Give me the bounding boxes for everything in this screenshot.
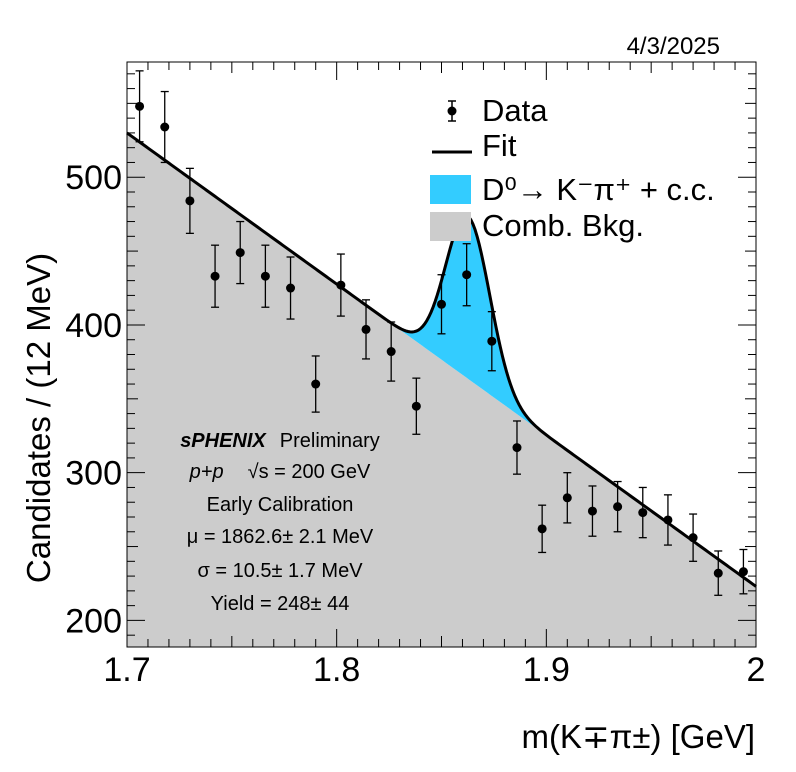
- data-point: [185, 167, 195, 235]
- fit-fill-layer: [127, 132, 756, 647]
- data-marker: [336, 280, 346, 290]
- data-point: [738, 548, 748, 595]
- info-experiment-line: sPHENIX Preliminary: [180, 430, 380, 452]
- data-marker: [185, 196, 195, 206]
- data-marker: [135, 101, 145, 111]
- x-tick-label: 2: [747, 651, 766, 689]
- data-point: [210, 244, 220, 308]
- info-calibration: Early Calibration: [207, 494, 354, 516]
- data-marker: [688, 533, 698, 543]
- y-tick-label: 400: [65, 307, 122, 345]
- data-marker: [411, 401, 421, 411]
- data-marker: [587, 506, 597, 516]
- info-yield: Yield = 248± 44: [211, 593, 350, 615]
- data-point: [361, 299, 371, 360]
- data-marker: [562, 493, 572, 503]
- data-marker: [210, 271, 220, 281]
- date-label: 4/3/2025: [627, 33, 720, 60]
- data-marker: [361, 324, 371, 334]
- legend-swatch-background: [430, 212, 471, 241]
- energy-label: √s = 200 GeV: [248, 461, 371, 483]
- legend-label-background: Comb. Bkg.: [482, 208, 644, 243]
- x-tick-label: 1.8: [313, 651, 360, 689]
- x-tick-label: 1.7: [103, 651, 150, 689]
- data-point: [336, 253, 346, 317]
- data-marker: [638, 508, 648, 518]
- data-marker: [613, 502, 623, 512]
- data-marker: [537, 524, 547, 534]
- legend-label-data: Data: [482, 93, 548, 128]
- y-tick-label: 500: [65, 159, 122, 197]
- data-marker: [663, 515, 673, 525]
- data-point: [713, 550, 723, 596]
- data-marker: [160, 122, 170, 132]
- data-marker: [311, 379, 321, 389]
- data-marker: [738, 567, 748, 577]
- y-tick-label: 200: [65, 602, 122, 640]
- data-point: [411, 377, 421, 435]
- data-point: [437, 274, 446, 335]
- tick-labels: 1.7 1.8 1.9 2 200 300 400 500: [65, 159, 765, 689]
- data-points-layer: [135, 70, 748, 596]
- data-point: [260, 244, 270, 308]
- data-point: [537, 504, 547, 554]
- background-fill: [127, 132, 756, 647]
- data-marker: [286, 283, 296, 293]
- legend-label-fit: Fit: [482, 128, 517, 163]
- x-tick-label: 1.9: [523, 651, 570, 689]
- data-marker: [386, 347, 396, 357]
- collision-label: p+p: [189, 461, 224, 483]
- data-point: [613, 480, 623, 533]
- legend-label-signal: D⁰→ K⁻π⁺ + c.c.: [482, 172, 715, 207]
- experiment-name: sPHENIX: [180, 430, 267, 452]
- data-point: [688, 513, 698, 562]
- signal-fill: [399, 215, 538, 430]
- data-point: [512, 420, 522, 475]
- data-point: [386, 321, 396, 382]
- data-marker: [437, 299, 446, 309]
- data-marker: [235, 248, 245, 258]
- y-tick-label: 300: [65, 455, 122, 493]
- data-marker: [512, 443, 522, 453]
- data-marker: [260, 271, 270, 281]
- data-point: [311, 355, 321, 413]
- data-point: [663, 494, 673, 546]
- legend-swatch-signal: [430, 175, 471, 204]
- data-point: [462, 243, 472, 307]
- data-point: [286, 256, 296, 320]
- data-marker: [462, 270, 472, 280]
- info-mu: μ = 1862.6± 2.1 MeV: [187, 526, 374, 548]
- data-point: [562, 472, 572, 524]
- data-point: [160, 90, 170, 164]
- data-marker: [713, 568, 723, 578]
- data-point: [487, 311, 497, 372]
- y-axis-title: Candidates / (12 MeV): [20, 253, 57, 583]
- info-collision-line: p+p √s = 200 GeV: [189, 461, 371, 483]
- data-point: [638, 486, 648, 539]
- data-point: [587, 485, 597, 537]
- status-label: Preliminary: [280, 430, 380, 452]
- info-sigma: σ = 10.5± 1.7 MeV: [197, 560, 363, 582]
- data-point: [235, 220, 245, 285]
- legend: Data Fit D⁰→ K⁻π⁺ + c.c. Comb. Bkg.: [430, 93, 715, 243]
- data-marker: [487, 336, 497, 346]
- legend-marker-data: [447, 100, 457, 122]
- x-axis-title: m(K∓π±) [GeV]: [521, 718, 755, 755]
- info-box: sPHENIX Preliminary p+p √s = 200 GeV Early…: [180, 430, 380, 615]
- plot-frame: [126, 61, 757, 648]
- data-point: [135, 70, 145, 143]
